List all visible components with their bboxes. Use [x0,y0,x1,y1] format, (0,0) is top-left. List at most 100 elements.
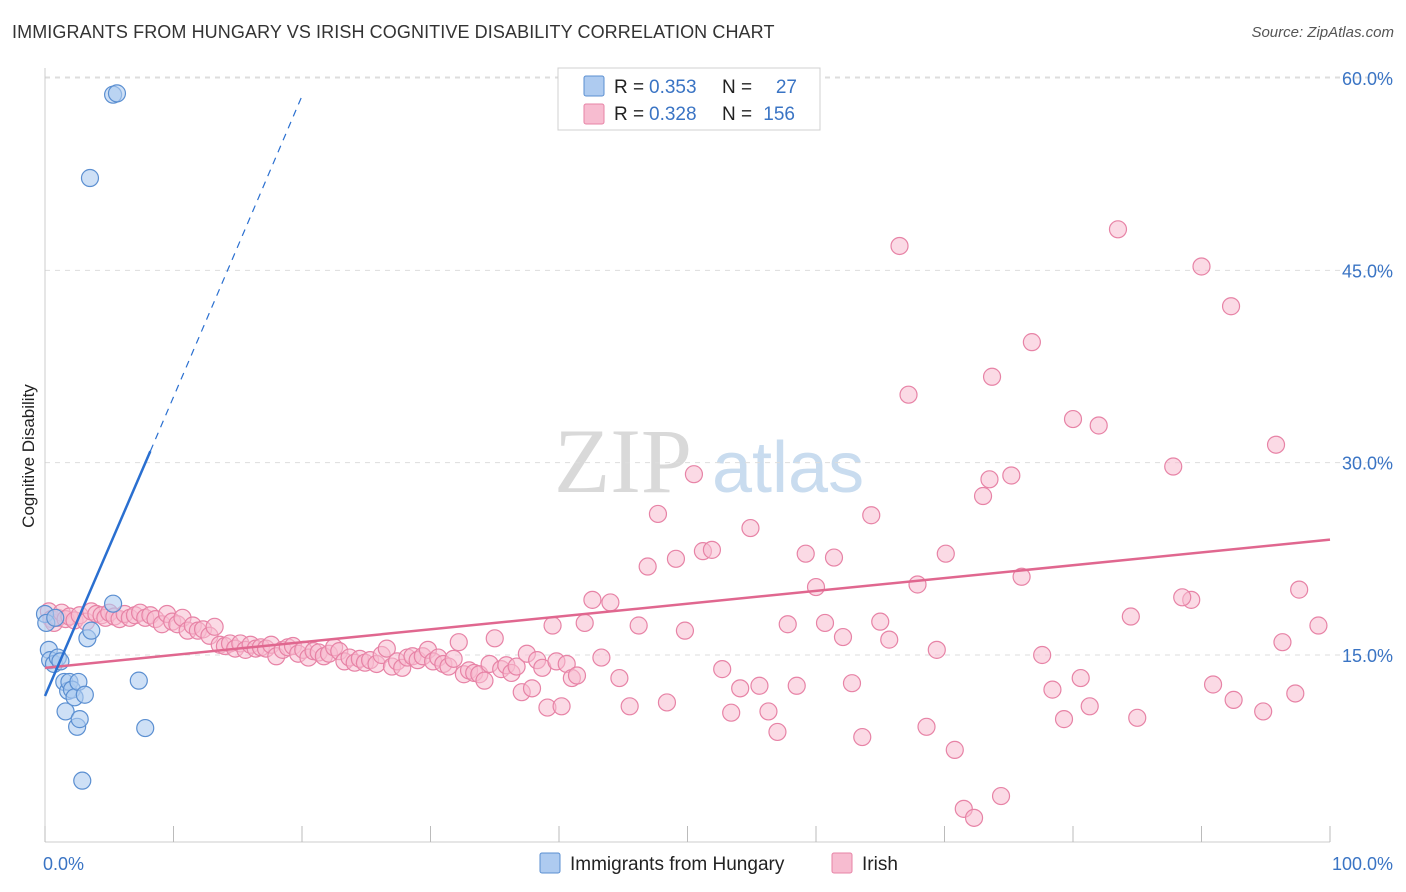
irish-point [759,702,778,721]
bottom-legend-swatch-irish [831,852,853,874]
irish-point [1266,435,1286,454]
irish-point [1002,466,1021,485]
irish-point [377,639,396,658]
irish-point [973,486,993,506]
irish-point [666,549,686,568]
irish-point [449,633,468,652]
irish-point [657,693,677,712]
irish-point [1043,680,1062,699]
irish-point [1022,333,1041,352]
irish-point [610,668,629,688]
irish-point [1121,607,1140,626]
hungary-point [56,702,75,721]
irish-point [629,616,648,635]
hungary-point [46,608,65,627]
irish-point [824,548,844,567]
axes [44,68,1331,843]
x-tick-label-1: 100.0% [1332,854,1393,874]
irish-point [1192,257,1211,276]
irish-point [796,544,815,563]
irish-point [1309,616,1328,635]
irish-point [1221,297,1241,316]
irish-point [713,660,732,679]
irish-point [620,697,639,716]
irish-point [543,616,562,635]
irish-point [1290,580,1309,599]
hungary-point [136,718,155,738]
hungary-trend-line [43,450,152,697]
irish-point [899,385,918,404]
irish-point [1033,645,1052,665]
legend-n-value-hungary: 27 [776,77,797,98]
irish-point [731,679,750,698]
irish-point [936,544,955,563]
irish-point [567,666,587,685]
irish-point [806,577,826,597]
irish-point [205,617,224,636]
legend-n-value-irish: 156 [763,104,795,125]
hungary-point [82,621,101,640]
grid-lines [45,76,1395,656]
irish-point [684,465,704,484]
irish-point [522,679,542,698]
irish-point [787,676,806,695]
irish-point [917,717,936,736]
legend-r-value-hungary: 0.353 [649,77,697,98]
x-tick-label-0: 0.0% [43,854,84,874]
irish-point [702,540,722,559]
irish-point [890,236,909,256]
y-tick-label-0: 15.0% [1342,646,1393,666]
irish-point [853,727,872,747]
irish-point [1254,702,1273,721]
trend-lines [43,95,1331,697]
bottom-legend: Immigrants from Hungary Irish [539,852,898,875]
irish-point [908,575,927,594]
irish-point [638,557,657,576]
irish-point [1080,697,1099,716]
irish-point [1173,588,1192,607]
legend-n-label-hungary: N = [722,77,752,98]
legend-n-label-irish: N = [722,104,752,125]
hungary-point [70,710,89,729]
irish-point [964,808,984,827]
irish-point [945,740,964,759]
y-tick-labels: 15.0% 30.0% 45.0% 60.0% [1342,69,1393,666]
x-tick-labels: 0.0% 100.0% [43,854,1393,874]
irish-point [991,786,1011,806]
irish-point [575,613,594,633]
irish-point [1273,633,1292,652]
irish-point [485,629,504,648]
irish-point [982,367,1002,386]
hungary-point [73,771,92,790]
irish-point [750,676,769,695]
irish-point [507,657,526,676]
irish-point [880,630,899,649]
y-tick-label-2: 45.0% [1342,261,1393,281]
irish-point [1089,416,1108,435]
hungary-point [129,671,148,690]
irish-points [39,220,1328,827]
watermark-atlas: atlas [712,428,864,508]
irish-point [1071,668,1090,688]
irish-point [601,593,620,612]
irish-point [741,518,760,538]
irish-point [842,674,862,693]
source-label: Source: ZipAtlas.com [1251,24,1394,41]
bottom-legend-label-irish: Irish [862,854,898,875]
legend-r-value-irish: 0.328 [649,104,697,125]
irish-point [1128,708,1147,727]
irish-point [871,612,890,631]
legend-box: R = 0.353 N = 27 R = 0.328 N = 156 [557,67,821,131]
irish-point [980,470,999,489]
irish-point [444,649,463,668]
watermark: ZIP atlas [554,410,864,512]
y-axis-title: Cognitive Disability [19,384,38,528]
hungary-point [107,84,127,103]
legend-swatch-hungary [583,75,605,97]
hungary-point [80,168,100,188]
irish-point [862,506,881,525]
y-tick-label-1: 30.0% [1342,454,1393,474]
irish-point [722,703,741,722]
irish-point [592,648,611,667]
